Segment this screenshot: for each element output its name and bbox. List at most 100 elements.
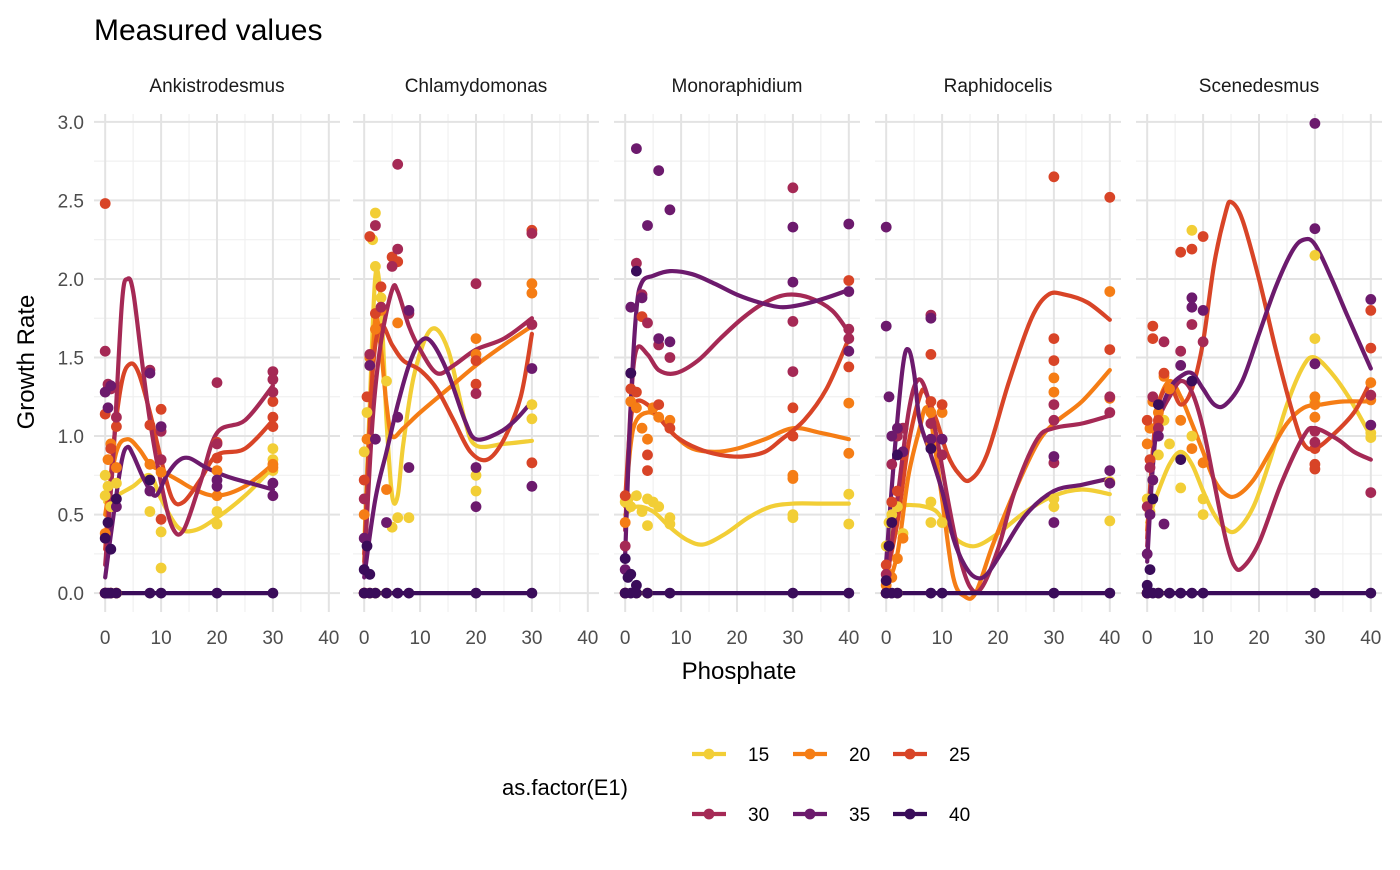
data-point-35 [403,305,415,316]
data-point-35 [370,433,381,445]
data-point-30 [99,345,111,357]
data-point-20 [381,484,392,495]
data-point-30 [1048,399,1060,410]
data-point-25 [375,281,387,293]
x-tick-label: 40 [1099,628,1120,649]
data-point-20 [843,397,855,409]
x-tick-label: 0 [881,628,892,649]
data-point-30 [631,257,642,269]
x-tick-label: 30 [521,628,542,649]
data-point-25 [99,198,111,209]
data-point-25 [886,496,898,508]
data-point-35 [892,422,903,434]
data-point-35 [642,220,653,231]
data-point-40 [102,517,114,528]
data-point-25 [155,403,167,415]
legend-swatch-point [904,748,916,760]
data-point-35 [936,433,948,445]
legend-item-15: 15 [692,745,769,766]
data-point-15 [631,490,642,502]
series-line-35 [884,347,1112,581]
data-point-40 [105,543,117,555]
data-point-40 [625,568,637,580]
x-tick-label: 40 [1360,628,1381,649]
data-point-15 [111,477,122,489]
data-point-30 [925,418,937,429]
data-point-40 [361,540,373,552]
panel-strip-label: Chlamydomonas [405,76,548,97]
data-point-40 [843,587,855,599]
data-point-40 [892,587,903,599]
data-point-25 [843,361,855,373]
data-point-25 [1144,454,1156,465]
data-point-20 [267,462,279,473]
y-tick-label: 1.0 [58,427,84,448]
data-point-35 [470,501,482,513]
data-point-30 [392,243,404,255]
data-point-35 [636,292,648,304]
y-tick-label: 1.5 [58,349,84,370]
panel-strip-label: Raphidocelis [944,76,1053,97]
legend-swatch-point [804,808,816,820]
data-point-40 [144,474,156,486]
data-point-40 [1197,587,1209,599]
data-point-30 [1309,425,1321,437]
data-point-20 [936,407,948,418]
data-point-15 [1365,427,1377,439]
data-point-20 [102,454,114,465]
data-point-40 [1175,454,1187,465]
data-point-40 [1186,587,1198,599]
data-point-25 [1141,414,1153,426]
data-point-20 [1175,414,1187,426]
data-point-30 [787,316,799,327]
data-point-20 [1309,391,1321,403]
data-point-35 [625,301,637,313]
data-point-25 [526,457,538,469]
data-point-15 [102,480,114,492]
data-point-30 [886,458,898,470]
data-point-30 [470,278,482,290]
data-point-40 [631,587,642,599]
data-point-40 [1175,587,1187,599]
x-tick-label: 20 [1248,628,1269,649]
legend-label: 15 [748,745,769,766]
data-point-35 [111,501,122,513]
data-point-35 [1141,548,1153,560]
legend: as.factor(E1) 15 20 25 30 35 40 [502,745,970,826]
data-point-15 [144,506,156,517]
data-point-15 [1186,430,1198,442]
data-point-35 [155,421,167,432]
data-point-40 [880,575,892,586]
data-point-35 [267,477,279,489]
data-point-15 [664,518,676,530]
data-point-15 [1048,501,1060,513]
y-tick-label: 0.0 [58,584,84,605]
data-point-40 [886,517,898,528]
data-point-40 [664,587,676,599]
data-point-35 [664,204,676,216]
data-point-25 [642,449,653,461]
data-point-15 [470,485,482,497]
data-point-30 [1186,319,1198,330]
data-point-20 [897,532,909,544]
data-point-40 [267,587,279,599]
data-point-35 [1144,509,1156,520]
data-point-15 [843,518,855,530]
data-point-20 [1309,411,1321,423]
data-point-35 [211,474,223,486]
data-point-40 [1144,564,1156,575]
data-point-25 [1153,414,1164,426]
data-point-35 [1309,358,1321,370]
data-point-25 [619,490,631,502]
data-point-20 [1153,407,1164,418]
data-point-40 [925,587,937,599]
data-point-35 [105,380,117,392]
series-line-15 [1145,354,1373,535]
data-point-40 [155,587,167,599]
data-point-40 [619,553,631,564]
data-point-15 [1197,509,1209,520]
data-point-15 [1153,449,1164,461]
data-point-25 [155,513,167,525]
data-point-20 [843,447,855,459]
